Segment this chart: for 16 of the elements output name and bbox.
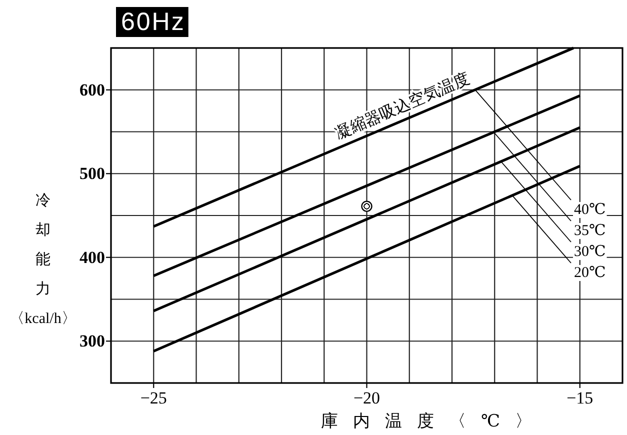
series-label: 35℃ bbox=[574, 223, 606, 239]
y-tick-label: 400 bbox=[80, 248, 105, 267]
y-tick-label: 600 bbox=[80, 80, 105, 100]
series-label: 40℃ bbox=[574, 202, 606, 218]
series-label: 30℃ bbox=[574, 244, 606, 260]
y-tick-label: 500 bbox=[80, 164, 105, 184]
chart-title: 60Hz bbox=[121, 8, 186, 36]
y-tick-label: 300 bbox=[80, 332, 105, 351]
series-label: 20℃ bbox=[574, 265, 606, 281]
legend-title: 凝縮器吸込空気温度 bbox=[332, 70, 472, 142]
x-tick-label: −15 bbox=[566, 388, 594, 408]
y-axis-title: 冷却能力〈kcal/h〉 bbox=[10, 192, 76, 327]
x-tick-label: −20 bbox=[353, 388, 380, 408]
x-axis-title: 庫内温度〈℃〉 bbox=[320, 412, 548, 430]
x-tick-label: −25 bbox=[140, 388, 167, 408]
title: 60Hz bbox=[116, 7, 188, 37]
